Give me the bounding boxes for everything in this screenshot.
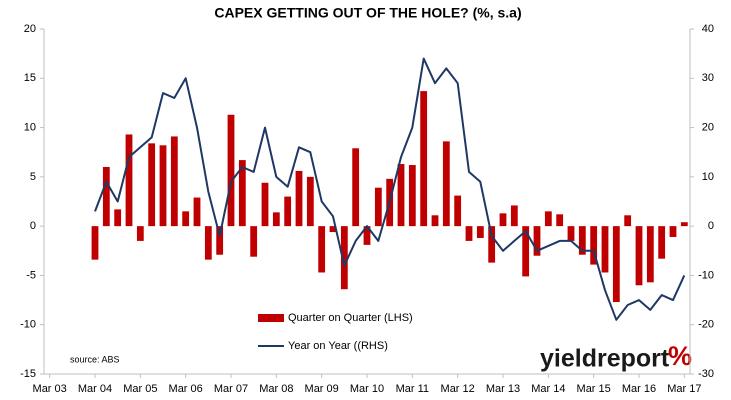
bar	[352, 148, 360, 227]
bar	[148, 143, 156, 227]
bar	[533, 226, 541, 256]
bar	[669, 226, 677, 237]
chart-title: CAPEX GETTING OUT OF THE HOLE? (%, s.a)	[214, 5, 521, 21]
bar	[238, 160, 246, 227]
bar	[227, 114, 235, 227]
bar	[635, 226, 643, 286]
legend-label: Quarter on Quarter (LHS)	[288, 312, 413, 324]
x-tick-label: Mar 12	[441, 383, 475, 395]
y-tick-label: -15	[20, 368, 36, 380]
x-tick-label: Mar 04	[78, 383, 112, 395]
bar	[646, 226, 654, 283]
bar	[397, 164, 405, 227]
bar	[556, 214, 564, 227]
x-tick-label: Mar 08	[259, 383, 293, 395]
bar	[465, 226, 473, 241]
bar	[431, 215, 439, 227]
bar	[182, 211, 190, 227]
y2-tick-label: -20	[698, 319, 714, 331]
bar	[272, 212, 280, 227]
x-tick-label: Mar 03	[33, 383, 67, 395]
source: source: ABS	[70, 354, 120, 364]
y-tick-label: 10	[24, 121, 36, 133]
y-tick-label: 5	[30, 171, 36, 183]
y2-tick-label: 40	[702, 23, 714, 35]
bar	[340, 226, 348, 290]
line	[94, 57, 686, 321]
bar	[442, 141, 450, 227]
y2-tick-label: 0	[708, 220, 714, 232]
x-tick-label: Mar 05	[123, 383, 157, 395]
bar	[488, 226, 496, 263]
bar	[510, 205, 518, 227]
bar	[329, 226, 337, 233]
x-tick-label: Mar 17	[667, 383, 701, 395]
y2-tick-label: -10	[698, 269, 714, 281]
bar	[102, 167, 110, 227]
bar	[193, 197, 201, 227]
y-tick-label: 15	[24, 72, 36, 84]
y-tick-label: 0	[30, 220, 36, 232]
bar	[261, 182, 269, 227]
x-tick-label: Mar 09	[305, 383, 339, 395]
y2-tick-label: 10	[702, 171, 714, 183]
x-tick-label: Mar 13	[486, 383, 520, 395]
x-tick-label: Mar 10	[350, 383, 384, 395]
x-tick-label: Mar 07	[214, 383, 248, 395]
bar	[420, 91, 428, 227]
logo-mark: %	[668, 341, 692, 371]
x-tick-label: Mar 16	[622, 383, 656, 395]
bar	[114, 209, 122, 227]
bar	[204, 226, 212, 260]
bar	[216, 226, 224, 255]
bar	[567, 226, 575, 241]
bar	[284, 196, 292, 227]
bar	[680, 222, 688, 227]
bar	[170, 136, 178, 227]
y2-tick-label: 30	[702, 72, 714, 84]
bar	[522, 226, 530, 277]
x-tick-label: Mar 14	[531, 383, 565, 395]
bar	[318, 226, 326, 273]
bar	[363, 226, 371, 245]
bar	[590, 226, 598, 265]
bar	[125, 134, 133, 227]
logo: yieldreport	[540, 345, 670, 373]
x-tick-label: Mar 06	[169, 383, 203, 395]
y-tick-label: 20	[24, 23, 36, 35]
bar	[578, 226, 586, 255]
bar	[250, 226, 258, 257]
bar	[476, 226, 484, 238]
bar	[624, 215, 632, 227]
legend-swatch	[258, 314, 284, 322]
bar	[612, 226, 620, 303]
bar	[408, 165, 416, 227]
bar	[136, 226, 144, 241]
y-tick-label: -5	[26, 269, 36, 281]
y2-tick-label: 20	[702, 121, 714, 133]
bar	[374, 187, 382, 227]
bar	[454, 195, 462, 227]
bar	[601, 226, 609, 273]
bar	[499, 213, 507, 227]
bar	[91, 226, 99, 260]
bar	[544, 211, 552, 227]
y2-tick-label: -30	[698, 368, 714, 380]
x-tick-label: Mar 11	[396, 383, 429, 395]
y-tick-label: -10	[20, 319, 36, 331]
x-tick-label: Mar 15	[577, 383, 611, 395]
bar	[306, 176, 314, 227]
bar	[159, 145, 167, 227]
legend-label: Year on Year ((RHS)	[288, 340, 388, 352]
bar	[295, 170, 303, 227]
bar	[658, 226, 666, 259]
